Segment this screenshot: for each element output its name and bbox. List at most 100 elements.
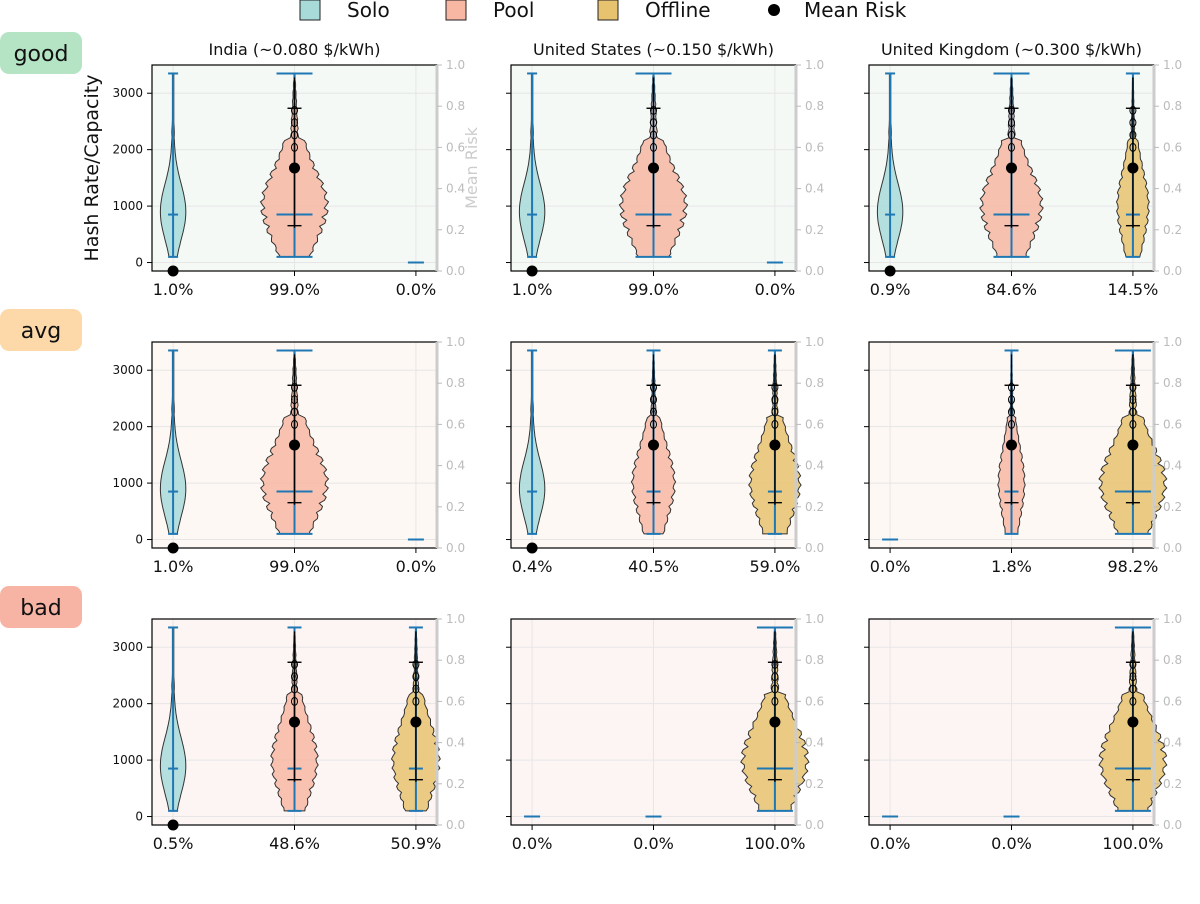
y2-tick-label: 0.8 bbox=[805, 653, 824, 667]
share-label: 1.0% bbox=[153, 557, 194, 576]
y-tick-label: 1000 bbox=[112, 476, 143, 490]
risk-outlier-offline bbox=[1129, 130, 1137, 140]
y2-axis-label: Mean Risk bbox=[462, 126, 481, 209]
mean-risk-point-pool bbox=[648, 439, 659, 451]
risk-outlier-pool bbox=[1008, 105, 1015, 115]
risk-outlier-pool bbox=[1008, 142, 1015, 152]
y2-tick-label: 0.4 bbox=[1163, 459, 1182, 473]
legend-label-pool: Pool bbox=[493, 0, 534, 22]
share-label: 0.9% bbox=[870, 280, 911, 299]
y2-tick-label: 0.8 bbox=[1163, 99, 1182, 113]
column-title: India (~0.080 $/kWh) bbox=[209, 40, 381, 59]
y-tick-label: 0 bbox=[135, 533, 143, 547]
y2-tick-label: 0.2 bbox=[1163, 777, 1182, 791]
row-label: avg bbox=[21, 319, 61, 344]
mean-risk-point-pool bbox=[289, 439, 300, 451]
risk-outlier-pool bbox=[291, 130, 298, 140]
row-badge-good: good bbox=[0, 32, 82, 74]
risk-outlier-offline bbox=[771, 407, 779, 417]
risk-outlier-offline bbox=[412, 672, 420, 682]
risk-outlier-pool bbox=[650, 419, 657, 429]
risk-outlier-pool bbox=[291, 659, 298, 669]
y2-tick-label: 0.0 bbox=[1163, 541, 1182, 555]
mean-risk-point-pool bbox=[648, 162, 659, 174]
y2-tick-label: 0.6 bbox=[446, 417, 465, 431]
risk-outlier-offline bbox=[412, 696, 420, 706]
share-label: 0.4% bbox=[512, 557, 553, 576]
y2-tick-label: 1.0 bbox=[805, 335, 824, 349]
y-tick-label: 3000 bbox=[112, 86, 143, 100]
y2-tick-label: 0.6 bbox=[446, 140, 465, 154]
y2-tick-label: 0.2 bbox=[1163, 500, 1182, 514]
risk-outlier-pool bbox=[1008, 118, 1015, 128]
y2-tick-label: 1.0 bbox=[446, 58, 465, 72]
risk-outlier-pool bbox=[1008, 419, 1015, 429]
mean-risk-point-pool bbox=[289, 162, 300, 174]
y2-tick-label: 0.4 bbox=[805, 182, 824, 196]
risk-outlier-offline bbox=[1129, 382, 1137, 392]
row-badge-bg bbox=[0, 309, 82, 351]
share-label: 14.5% bbox=[1107, 280, 1158, 299]
mean-risk-point-pool bbox=[1006, 162, 1017, 174]
panel-good-2: 0.0 0.2 0.4 0.6 0.8 1.0 1.0% 99.0% 0.0% bbox=[506, 58, 824, 299]
risk-outlier-pool bbox=[650, 130, 657, 140]
risk-outlier-offline bbox=[771, 696, 779, 706]
row-badge-avg: avg bbox=[0, 309, 82, 351]
share-label: 99.0% bbox=[269, 280, 320, 299]
y2-tick-label: 0.8 bbox=[446, 653, 465, 667]
risk-outlier-offline bbox=[412, 684, 420, 694]
share-label: 100.0% bbox=[744, 834, 805, 853]
mean-risk-point-offline bbox=[1127, 716, 1139, 728]
risk-outlier-pool bbox=[291, 684, 298, 694]
risk-outlier-offline bbox=[771, 382, 779, 392]
share-label: 99.0% bbox=[269, 557, 320, 576]
risk-outlier-pool bbox=[1008, 395, 1015, 405]
y2-tick-label: 1.0 bbox=[1163, 58, 1182, 72]
y2-tick-label: 0.4 bbox=[805, 736, 824, 750]
row-label: bad bbox=[20, 596, 61, 621]
risk-outlier-offline bbox=[771, 395, 779, 405]
y2-tick-label: 0.2 bbox=[446, 777, 465, 791]
risk-outlier-pool bbox=[650, 407, 657, 417]
legend-label-solo: Solo bbox=[347, 0, 390, 22]
y2-tick-label: 0.2 bbox=[805, 500, 824, 514]
share-label: 0.0% bbox=[755, 280, 796, 299]
y2-tick-label: 0.8 bbox=[1163, 653, 1182, 667]
y2-tick-label: 0.0 bbox=[446, 818, 465, 832]
legend-swatch-solo bbox=[299, 0, 321, 21]
risk-outlier-offline bbox=[1129, 684, 1137, 694]
risk-outlier-offline bbox=[1129, 659, 1137, 669]
y2-tick-label: 0.8 bbox=[446, 99, 465, 113]
risk-outlier-offline bbox=[771, 672, 779, 682]
share-label: 40.5% bbox=[628, 557, 679, 576]
y2-tick-label: 0.0 bbox=[1163, 818, 1182, 832]
y2-tick-label: 0.2 bbox=[446, 223, 465, 237]
y-tick-label: 1000 bbox=[112, 199, 143, 213]
y2-tick-label: 0.6 bbox=[446, 694, 465, 708]
risk-outlier-pool bbox=[291, 407, 298, 417]
y2-tick-label: 0.0 bbox=[446, 541, 465, 555]
y2-tick-label: 0.2 bbox=[446, 500, 465, 514]
y2-tick-label: 1.0 bbox=[446, 612, 465, 626]
y2-tick-label: 0.6 bbox=[1163, 140, 1182, 154]
y2-tick-label: 0.0 bbox=[446, 264, 465, 278]
risk-outlier-offline bbox=[1129, 142, 1137, 152]
y2-tick-label: 0.8 bbox=[1163, 376, 1182, 390]
share-label: 98.2% bbox=[1107, 557, 1158, 576]
y-tick-label: 3000 bbox=[112, 363, 143, 377]
risk-outlier-pool bbox=[291, 382, 298, 392]
panel-avg-2: 0.0 0.2 0.4 0.6 0.8 1.0 0.4% 40.5% 59.0% bbox=[506, 335, 824, 576]
risk-outlier-pool bbox=[291, 395, 298, 405]
risk-outlier-pool bbox=[291, 142, 298, 152]
legend-marker-mean-risk bbox=[768, 4, 780, 16]
y2-tick-label: 0.0 bbox=[805, 541, 824, 555]
panel-avg-1: 0 1000 2000 3000 0.0 0.2 0.4 0.6 0.8 1.0 1.0% 99.0%… bbox=[112, 335, 465, 576]
risk-outlier-offline bbox=[1129, 696, 1137, 706]
y2-tick-label: 0.0 bbox=[1163, 264, 1182, 278]
mean-risk-point-pool bbox=[1006, 439, 1017, 451]
share-label: 84.6% bbox=[986, 280, 1037, 299]
share-label: 50.9% bbox=[390, 834, 441, 853]
risk-outlier-pool bbox=[650, 118, 657, 128]
